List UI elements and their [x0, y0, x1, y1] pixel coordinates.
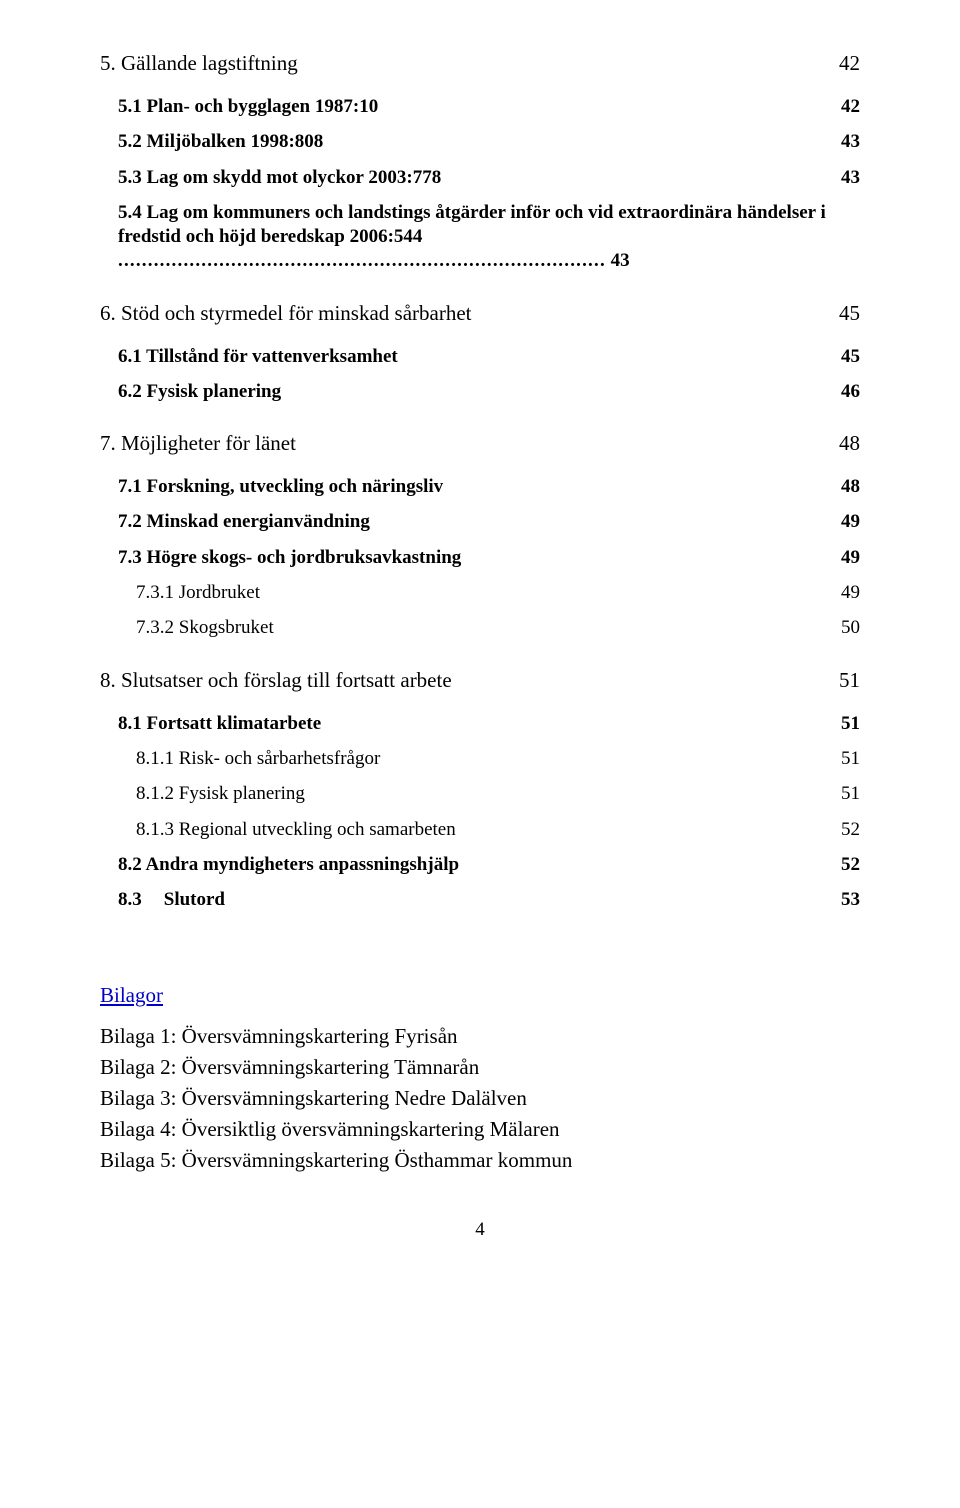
toc-page: 50 [841, 616, 860, 640]
toc-title: 5.1 Plan- och bygglagen 1987:10 [118, 95, 378, 119]
toc-entry: 7.1 Forskning, utveckling och näringsliv… [100, 473, 860, 501]
toc-title: 8.1.1 Risk- och sårbarhetsfrågor [136, 747, 380, 771]
toc-page: 43 [841, 130, 860, 154]
toc-title: 8.1.3 Regional utveckling och samarbeten [136, 818, 456, 842]
toc-title: 5. Gällande lagstiftning [100, 50, 298, 77]
toc-page: 45 [841, 345, 860, 369]
toc-entry: 8.3Slutord 53 [100, 886, 860, 914]
attachment-item: Bilaga 1: Översvämningskartering Fyrisån [100, 1023, 860, 1050]
toc-title: 5.3 Lag om skydd mot olyckor 2003:778 [118, 166, 441, 190]
toc-entry: 5.1 Plan- och bygglagen 1987:10 42 [100, 93, 860, 121]
toc-entry: 6.1 Tillstånd för vattenverksamhet 45 [100, 343, 860, 371]
toc-entry: 8.1.2 Fysisk planering 51 [100, 780, 860, 808]
toc-page: 49 [841, 510, 860, 534]
toc-title: 7. Möjligheter för länet [100, 430, 296, 457]
attachments-heading: Bilagor [100, 982, 860, 1009]
toc-entry: 5.3 Lag om skydd mot olyckor 2003:778 43 [100, 164, 860, 192]
toc-entry: 5.2 Miljöbalken 1998:808 43 [100, 128, 860, 156]
toc-page: 52 [841, 853, 860, 877]
toc-page: 51 [841, 712, 860, 736]
toc-page: 51 [841, 782, 860, 806]
toc-page: 46 [841, 380, 860, 404]
toc-page: 52 [841, 818, 860, 842]
toc-entry: 7.3 Högre skogs- och jordbruksavkastning… [100, 544, 860, 572]
toc-entry: 6. Stöd och styrmedel för minskad sårbar… [100, 298, 860, 329]
toc-entry: 5. Gällande lagstiftning 42 [100, 48, 860, 79]
toc-page: 42 [839, 50, 860, 77]
toc-title: 7.1 Forskning, utveckling och näringsliv [118, 475, 443, 499]
toc-page: 49 [841, 581, 860, 605]
toc-entry: 7. Möjligheter för länet 48 [100, 428, 860, 459]
toc-entry: 8.1.1 Risk- och sårbarhetsfrågor 51 [100, 745, 860, 773]
toc-title: 8.1.2 Fysisk planering [136, 782, 305, 806]
toc-title: 7.3 Högre skogs- och jordbruksavkastning [118, 546, 461, 570]
toc-title: 6.1 Tillstånd för vattenverksamhet [118, 345, 398, 369]
toc-page: 53 [841, 888, 860, 912]
toc-entry: 7.2 Minskad energianvändning 49 [100, 508, 860, 536]
toc-page: 43 [611, 250, 630, 271]
toc-leader-dots: ........................................… [118, 250, 606, 271]
toc-entry: 8. Slutsatser och förslag till fortsatt … [100, 665, 860, 696]
toc-title: 5.4 Lag om kommuners och landstings åtgä… [118, 202, 826, 247]
toc-title: 5.2 Miljöbalken 1998:808 [118, 130, 323, 154]
toc-title: 7.2 Minskad energianvändning [118, 510, 370, 534]
toc-entry: 6.2 Fysisk planering 46 [100, 378, 860, 406]
toc-entry: 8.2 Andra myndigheters anpassningshjälp 5… [100, 851, 860, 879]
toc-page: 51 [839, 667, 860, 694]
toc-entry: 7.3.2 Skogsbruket 50 [100, 614, 860, 642]
toc-title: 8.3Slutord [118, 888, 225, 912]
toc-page: 48 [841, 475, 860, 499]
page-number: 4 [100, 1218, 860, 1242]
attachment-item: Bilaga 2: Översvämningskartering Tämnarå… [100, 1054, 860, 1081]
toc-entry: 8.1.3 Regional utveckling och samarbeten… [100, 816, 860, 844]
toc-title: 6.2 Fysisk planering [118, 380, 281, 404]
attachment-item: Bilaga 4: Översiktlig översvämningskarte… [100, 1116, 860, 1143]
toc-title: 8. Slutsatser och förslag till fortsatt … [100, 667, 452, 694]
toc-title: 7.3.2 Skogsbruket [136, 616, 274, 640]
toc-title: 8.2 Andra myndigheters anpassningshjälp [118, 853, 459, 877]
toc-entry: 8.1 Fortsatt klimatarbete 51 [100, 710, 860, 738]
toc-title: 8.1 Fortsatt klimatarbete [118, 712, 321, 736]
toc-title: 6. Stöd och styrmedel för minskad sårbar… [100, 300, 472, 327]
toc-page: 43 [841, 166, 860, 190]
table-of-contents: 5. Gällande lagstiftning425.1 Plan- och … [100, 48, 860, 914]
toc-title: 7.3.1 Jordbruket [136, 581, 260, 605]
toc-page: 51 [841, 747, 860, 771]
toc-entry: 5.4 Lag om kommuners och landstings åtgä… [100, 199, 860, 276]
toc-page: 49 [841, 546, 860, 570]
toc-page: 45 [839, 300, 860, 327]
toc-page: 42 [841, 95, 860, 119]
toc-entry: 7.3.1 Jordbruket 49 [100, 579, 860, 607]
attachment-item: Bilaga 5: Översvämningskartering Östhamm… [100, 1147, 860, 1174]
attachments-list: Bilaga 1: Översvämningskartering Fyrisån… [100, 1023, 860, 1173]
toc-page: 48 [839, 430, 860, 457]
attachment-item: Bilaga 3: Översvämningskartering Nedre D… [100, 1085, 860, 1112]
